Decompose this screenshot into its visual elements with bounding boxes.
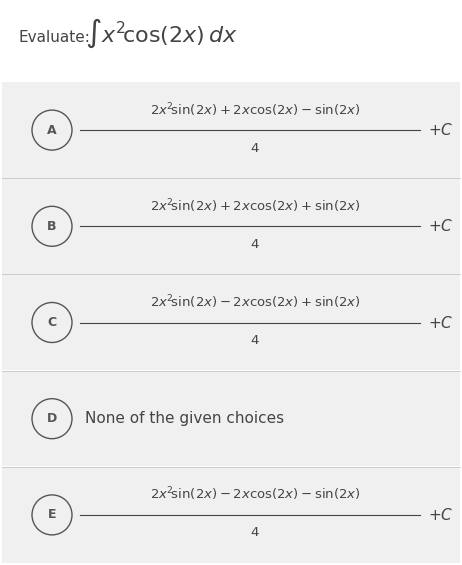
Text: C: C — [48, 316, 56, 329]
FancyBboxPatch shape — [2, 467, 460, 563]
Text: $4$: $4$ — [250, 527, 260, 540]
Text: $2x^2\!\sin(2x)+2x\cos(2x)+\sin(2x)$: $2x^2\!\sin(2x)+2x\cos(2x)+\sin(2x)$ — [150, 197, 360, 215]
Text: $2x^2\!\sin(2x)-2x\cos(2x)+\sin(2x)$: $2x^2\!\sin(2x)-2x\cos(2x)+\sin(2x)$ — [150, 293, 360, 311]
Text: Evaluate:: Evaluate: — [18, 31, 90, 46]
FancyBboxPatch shape — [2, 371, 460, 466]
Text: $+C$: $+C$ — [428, 218, 453, 234]
Text: B: B — [47, 220, 57, 233]
FancyBboxPatch shape — [2, 82, 460, 178]
Text: $2x^2\!\sin(2x)-2x\cos(2x)-\sin(2x)$: $2x^2\!\sin(2x)-2x\cos(2x)-\sin(2x)$ — [150, 486, 360, 503]
Text: $+C$: $+C$ — [428, 507, 453, 523]
Text: $4$: $4$ — [250, 142, 260, 155]
Text: $+C$: $+C$ — [428, 315, 453, 331]
Text: $4$: $4$ — [250, 238, 260, 251]
Text: $\int x^2\!\cos(2x)\,dx$: $\int x^2\!\cos(2x)\,dx$ — [85, 16, 237, 50]
Text: $+C$: $+C$ — [428, 122, 453, 138]
Text: A: A — [47, 124, 57, 137]
Text: None of the given choices: None of the given choices — [85, 411, 284, 426]
Text: D: D — [47, 412, 57, 425]
Text: $2x^2\!\sin(2x)+2x\cos(2x)-\sin(2x)$: $2x^2\!\sin(2x)+2x\cos(2x)-\sin(2x)$ — [150, 101, 360, 119]
FancyBboxPatch shape — [2, 275, 460, 370]
FancyBboxPatch shape — [2, 179, 460, 274]
Text: $4$: $4$ — [250, 334, 260, 347]
Text: E: E — [48, 508, 56, 521]
